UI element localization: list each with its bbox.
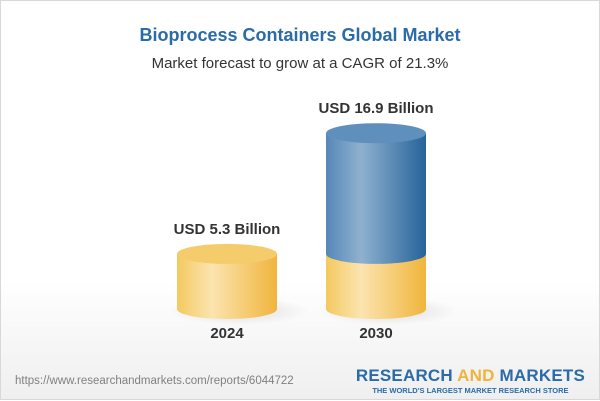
bar-2024 xyxy=(177,253,277,319)
bar-2024-top xyxy=(177,243,277,264)
logo-tagline: THE WORLD'S LARGEST MARKET RESEARCH STOR… xyxy=(372,386,569,395)
logo-text-research: RESEARCH xyxy=(355,366,458,385)
research-and-markets-logo: RESEARCH AND MARKETS THE WORLD'S LARGEST… xyxy=(356,367,585,395)
bar-2030-top xyxy=(326,123,426,144)
chart-subtitle: Market forecast to grow at a CAGR of 21.… xyxy=(151,55,449,72)
bar-2030-base-segment xyxy=(326,253,426,319)
data-label-2030: USD 16.9 Billion xyxy=(318,100,433,117)
logo-text-and: AND xyxy=(457,366,495,385)
logo-text-markets: MARKETS xyxy=(494,366,585,385)
category-label-2024: 2024 xyxy=(210,325,244,342)
bar-2030-growth-segment xyxy=(326,133,426,264)
category-label-2030: 2030 xyxy=(359,325,392,342)
chart-title: Bioprocess Containers Global Market xyxy=(139,25,461,45)
data-label-2024: USD 5.3 Billion xyxy=(174,221,281,238)
report-url[interactable]: https://www.researchandmarkets.com/repor… xyxy=(15,375,294,387)
